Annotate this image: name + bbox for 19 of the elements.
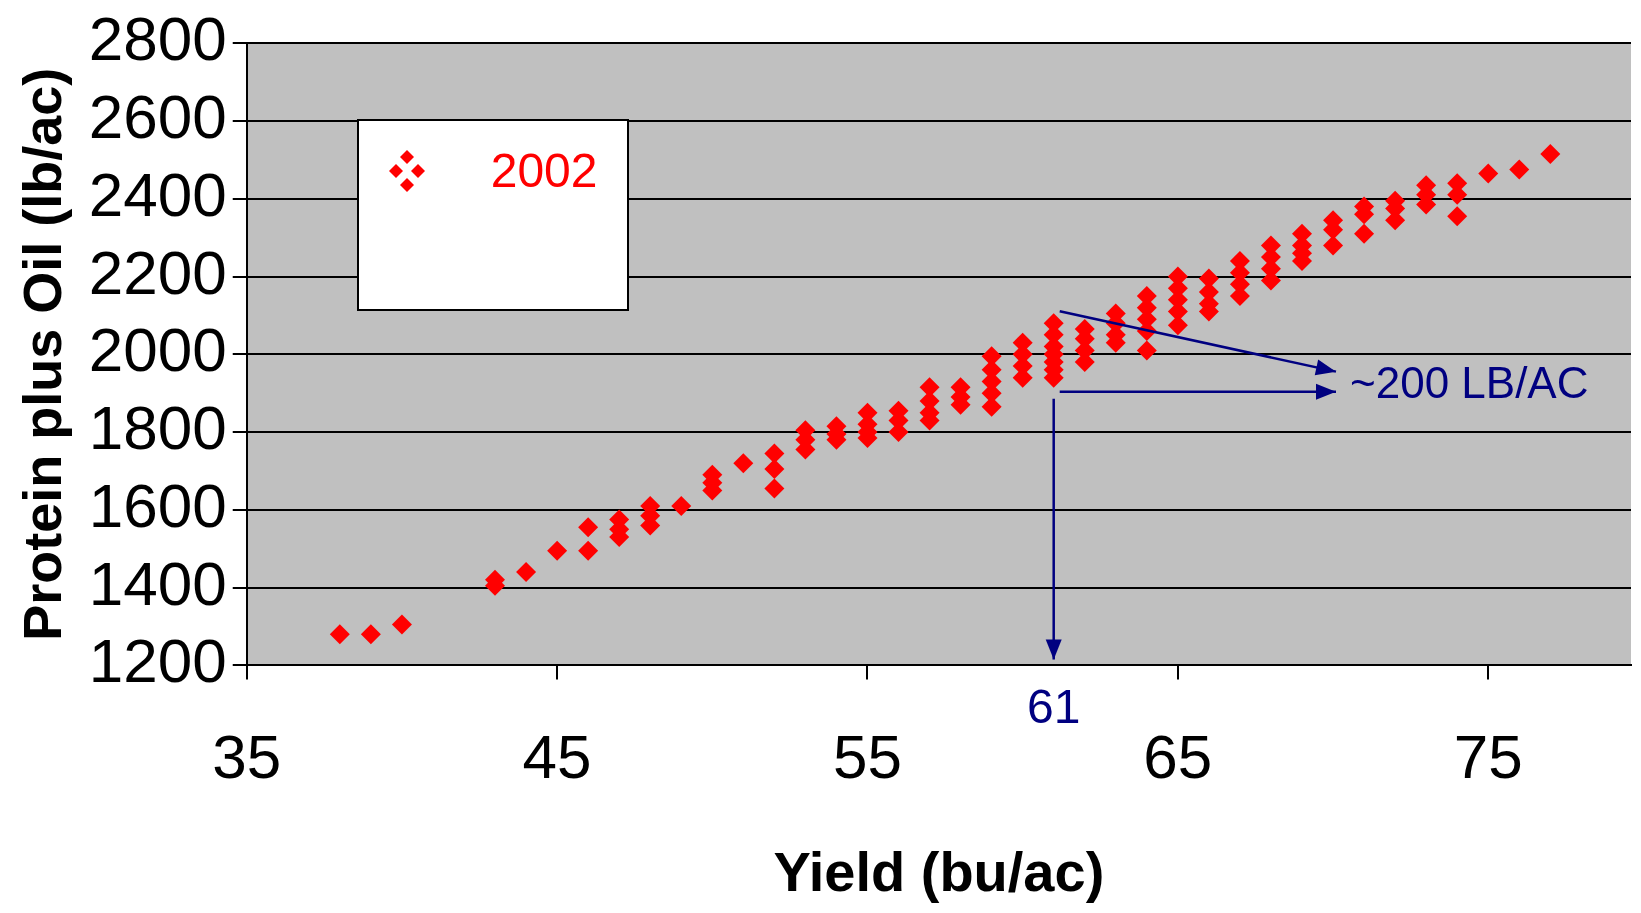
x-tick-label: 35	[212, 721, 282, 791]
y-tick-label: 1600	[88, 470, 227, 540]
y-tick-label: 2400	[88, 159, 227, 229]
y-tick-label: 2600	[88, 82, 227, 152]
y-tick-label: 2000	[88, 315, 227, 385]
annotation: 61	[1027, 679, 1081, 733]
x-axis-title: Yield (bu/ac)	[773, 839, 1105, 903]
y-tick-label: 1400	[88, 548, 227, 618]
y-tick-label: 1800	[88, 393, 227, 463]
x-tick-label: 65	[1143, 721, 1213, 791]
y-tick-label: 1200	[88, 626, 227, 696]
y-tick-label: 2200	[88, 237, 227, 307]
annotation: ~200 LB/AC	[1349, 357, 1589, 407]
y-axis-title: Protein plus Oil (lb/ac)	[12, 67, 73, 641]
x-tick-label: 45	[522, 721, 592, 791]
y-tick-label: 2800	[88, 4, 227, 74]
legend-label: 2002	[490, 143, 598, 199]
x-tick-label: 55	[832, 721, 902, 791]
x-tick-label: 75	[1453, 721, 1523, 791]
